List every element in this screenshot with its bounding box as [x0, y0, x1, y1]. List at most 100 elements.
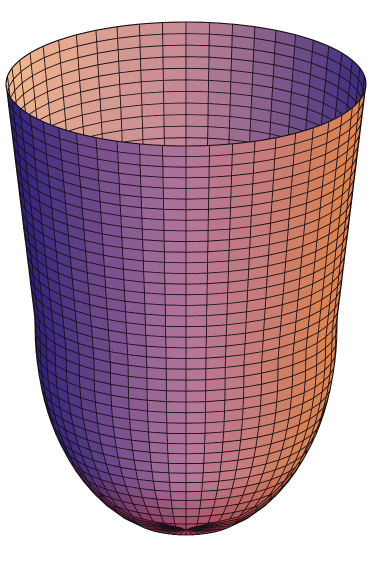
inner-mesh-face	[185, 56, 210, 70]
outer-mesh-face	[146, 377, 167, 392]
outer-mesh-face	[162, 198, 187, 211]
outer-mesh-face	[207, 207, 231, 221]
outer-mesh-face	[185, 357, 207, 370]
inner-mesh-face	[208, 56, 232, 71]
inner-mesh-face	[185, 125, 209, 139]
inner-mesh-face	[163, 91, 187, 104]
outer-mesh-face	[144, 324, 167, 338]
outer-mesh-face	[208, 175, 232, 189]
outer-mesh-face	[205, 335, 227, 348]
inner-mesh-face	[208, 22, 234, 37]
outer-mesh-face	[139, 154, 164, 168]
outer-mesh-face	[149, 451, 169, 464]
outer-mesh-face	[203, 451, 223, 464]
outer-mesh-face	[140, 186, 164, 200]
inner-mesh-face	[139, 33, 164, 48]
inner-mesh-face	[163, 125, 187, 139]
outer-mesh-face	[162, 166, 187, 179]
outer-mesh-face	[185, 472, 204, 484]
outer-mesh-face	[145, 335, 167, 348]
inner-mesh-face	[163, 114, 187, 127]
outer-mesh-face	[208, 186, 232, 200]
outer-mesh-face	[164, 261, 187, 275]
inner-mesh-face	[207, 103, 231, 117]
outer-mesh-face	[141, 207, 165, 221]
outer-mesh-face	[163, 219, 187, 232]
outer-mesh-face	[146, 389, 167, 403]
outer-mesh-face	[208, 154, 233, 168]
inner-mesh-face	[185, 102, 209, 116]
outer-mesh-face	[164, 315, 187, 328]
outer-mesh-face	[167, 453, 187, 465]
outer-mesh-face	[185, 145, 210, 158]
outer-mesh-face	[147, 410, 168, 424]
inner-mesh-face	[185, 114, 209, 127]
outer-mesh-face	[139, 164, 164, 178]
outer-mesh-face	[164, 304, 187, 317]
outer-mesh-face	[146, 399, 168, 413]
outer-mesh-face	[185, 443, 206, 455]
outer-mesh-face	[166, 411, 187, 424]
outer-mesh-face	[185, 325, 207, 338]
inner-mesh-face	[207, 91, 231, 106]
outer-mesh-face	[185, 453, 205, 465]
outer-mesh-face	[162, 145, 187, 158]
outer-mesh-face	[169, 490, 187, 501]
outer-mesh-face	[185, 336, 207, 349]
outer-mesh-face	[185, 176, 210, 189]
outer-mesh-face	[144, 303, 166, 317]
outer-mesh-face	[185, 368, 207, 381]
outer-mesh-face	[185, 422, 206, 435]
outer-mesh-face	[162, 176, 187, 189]
inner-mesh-face	[141, 91, 165, 106]
outer-mesh-face	[185, 261, 208, 275]
outer-mesh-face	[143, 281, 166, 295]
outer-mesh-face	[140, 196, 165, 210]
outer-mesh-face	[166, 432, 187, 445]
outer-mesh-face	[156, 498, 173, 510]
outer-mesh-face	[146, 367, 167, 381]
outer-mesh-face	[163, 251, 187, 264]
outer-mesh-face	[205, 367, 226, 381]
outer-mesh-face	[168, 472, 187, 484]
outer-mesh-face	[164, 283, 187, 296]
outer-mesh-face	[204, 421, 225, 434]
inner-mesh-face	[140, 80, 165, 94]
inner-mesh-face	[163, 102, 187, 116]
outer-mesh-face	[204, 431, 225, 444]
outer-mesh-face	[143, 271, 166, 285]
outer-mesh-face	[202, 461, 222, 474]
outer-mesh-face	[142, 260, 166, 274]
outer-mesh-face	[170, 499, 187, 510]
outer-mesh-face	[185, 283, 208, 296]
outer-mesh-face	[204, 410, 225, 424]
outer-mesh-face	[200, 489, 218, 501]
outer-mesh-face	[163, 230, 187, 243]
outer-mesh-face	[208, 164, 233, 178]
outer-mesh-face	[152, 480, 171, 492]
outer-mesh-face	[205, 345, 227, 359]
outer-mesh-face	[185, 508, 201, 518]
outer-mesh-face	[169, 481, 187, 493]
outer-mesh-face	[205, 324, 228, 338]
outer-mesh-face	[185, 187, 210, 200]
outer-mesh-face	[206, 292, 229, 306]
outer-mesh-face	[166, 443, 187, 455]
outer-mesh-face	[142, 239, 165, 253]
outer-mesh-face	[202, 471, 221, 483]
inner-mesh-face	[141, 103, 165, 117]
outer-mesh-face	[206, 281, 229, 295]
outer-mesh-face	[165, 368, 187, 381]
outer-mesh-face	[206, 260, 230, 274]
outer-mesh-face	[198, 507, 214, 517]
outer-mesh-face	[162, 155, 187, 168]
outer-mesh-face	[207, 239, 230, 253]
outer-mesh-face	[165, 347, 187, 360]
outer-mesh-face	[206, 271, 229, 285]
outer-mesh-face	[185, 208, 209, 221]
inner-mesh-face	[142, 126, 165, 141]
outer-mesh-face	[203, 441, 224, 454]
outer-mesh-face	[185, 272, 208, 285]
outer-mesh-face	[148, 441, 169, 454]
